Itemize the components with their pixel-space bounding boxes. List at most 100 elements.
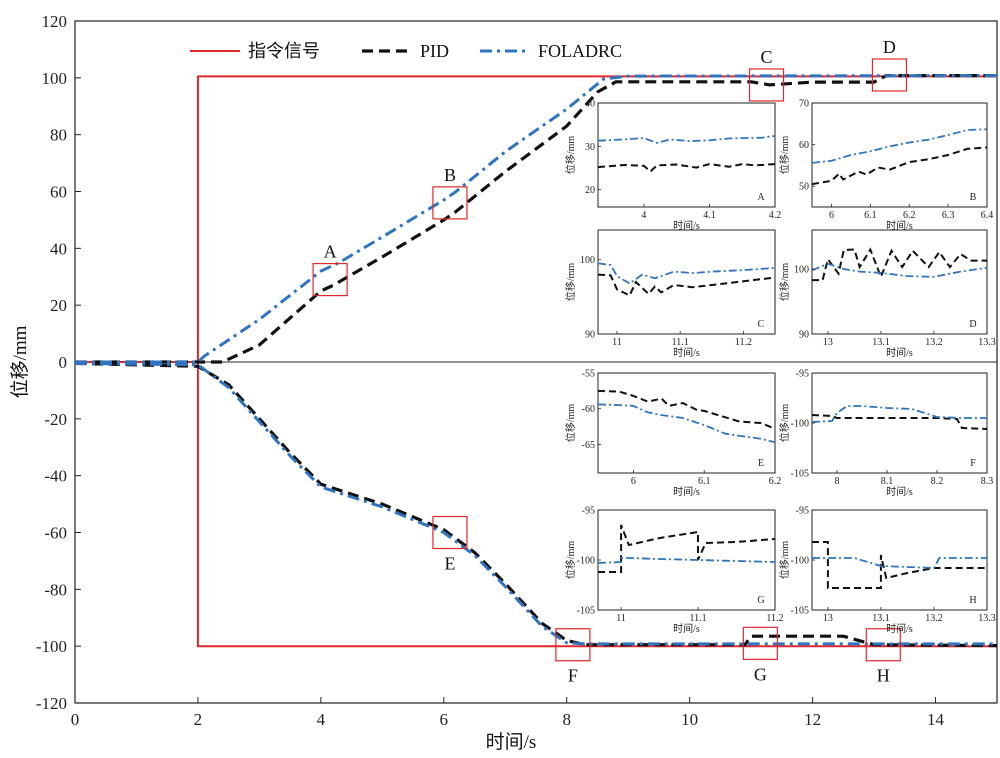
inset-x-axis-title: 时间/s (886, 622, 913, 635)
inset-x-axis-title: 时间/s (886, 346, 913, 359)
zoom-label-B: B (444, 165, 456, 185)
series-line-2-lower (74, 361, 998, 648)
inset-frame (811, 509, 988, 611)
inset-y-tick-label: -100 (577, 556, 595, 567)
inset-x-tick-label: 6.1 (864, 210, 877, 221)
inset-y-tick-label: 100 (580, 255, 595, 266)
inset-line-pid (598, 163, 775, 173)
inset-y-axis-title: 位移/mm (778, 263, 791, 302)
zoom-box-C (748, 68, 785, 102)
inset-y-tick-label: -105 (577, 606, 595, 617)
inset-x-axis-title: 时间/s (886, 219, 913, 232)
inset-frame (811, 229, 988, 335)
inset-y-tick-label: -95 (582, 506, 595, 517)
y-tick-label: 20 (50, 296, 67, 315)
inset-y-tick-label: 100 (794, 265, 809, 276)
inset-x-tick-label: 6.4 (981, 210, 994, 221)
x-tick-label: 6 (440, 710, 449, 729)
inset-line-fol (812, 262, 987, 278)
inset-y-tick-label: -95 (796, 369, 809, 380)
inset-line-pid (598, 524, 775, 573)
zoom-label-C: C (760, 47, 772, 67)
zoom-label-D: D (883, 37, 896, 57)
inset-line-pid (812, 146, 987, 186)
x-tick-label: 10 (681, 710, 698, 729)
inset-y-axis-title: 位移/mm (564, 404, 577, 443)
inset-y-tick-label: 70 (799, 99, 809, 110)
inset-y-axis-title: 位移/mm (778, 541, 791, 580)
inset-panels: 4 4.1 4.2 20 30 40 时间/s 位移/mm A 6 6.1 6.2 6.3 6.4 50 60… (564, 99, 996, 636)
x-tick-label: 4 (317, 710, 326, 729)
inset-x-axis-title: 时间/s (673, 346, 700, 359)
inset-y-tick-label: -65 (582, 440, 595, 451)
legend-label-3: FOLADRC (538, 41, 622, 61)
inset-y-tick-label: -105 (791, 469, 809, 480)
inset-tag-label: D (969, 319, 976, 330)
series-line-3-upper (75, 74, 998, 364)
inset-x-tick-label: 6.2 (769, 476, 782, 487)
inset-x-tick-label: 13.1 (872, 613, 890, 624)
zoom-label-A: A (324, 242, 337, 262)
inset-y-tick-label: -100 (791, 419, 809, 430)
inset-x-tick-label: 6 (829, 210, 834, 221)
zoom-label-G: G (754, 664, 767, 684)
inset-y-axis-title: 位移/mm (564, 541, 577, 580)
inset-x-tick-label: 13.3 (978, 613, 996, 624)
inset-line-fol (598, 135, 775, 144)
zoom-box-H (865, 628, 901, 662)
inset-line-pid (812, 414, 987, 430)
inset-x-tick-label: 13 (823, 337, 833, 348)
y-tick-label: -100 (36, 637, 67, 656)
zoom-label-F: F (568, 666, 578, 686)
inset-y-tick-label: 30 (585, 142, 595, 153)
inset-y-tick-label: 90 (585, 330, 595, 341)
y-axis-title: 位移/mm (9, 325, 31, 398)
inset-C: 11 11.1 11.2 90 100 时间/s 位移/mm C (564, 229, 776, 359)
zoom-box-G (742, 626, 778, 660)
inset-y-tick-label: 90 (799, 330, 809, 341)
inset-x-tick-label: 11.2 (735, 337, 752, 348)
inset-y-tick-label: -105 (791, 606, 809, 617)
inset-frame (597, 229, 776, 335)
zoom-box-E (432, 515, 468, 550)
inset-x-tick-label: 11.1 (689, 613, 706, 624)
inset-x-tick-label: 8 (835, 476, 840, 487)
inset-line-pid (812, 247, 987, 282)
inset-line-fol (812, 128, 987, 164)
inset-x-tick-label: 11 (612, 337, 622, 348)
inset-line-fol (812, 557, 987, 569)
inset-y-tick-label: -60 (582, 404, 595, 415)
inset-x-tick-label: 4.1 (703, 210, 716, 221)
inset-x-tick-label: 6.2 (903, 210, 916, 221)
inset-frame (597, 372, 776, 474)
x-tick-label: 0 (71, 710, 80, 729)
zoom-markers: A B C D E F G H (312, 37, 908, 686)
inset-x-axis-title: 时间/s (673, 219, 700, 232)
inset-line-fol (598, 557, 775, 564)
inset-line-fol (812, 405, 987, 423)
x-tick-label: 8 (562, 710, 571, 729)
series-line-2-upper (75, 73, 997, 364)
y-tick-label: 40 (50, 239, 67, 258)
zoom-box-D (871, 58, 908, 92)
legend-label-1: 指令信号 (248, 41, 320, 61)
y-tick-label: -20 (44, 410, 67, 429)
inset-y-tick-label: -95 (796, 506, 809, 517)
inset-x-tick-label: 8.1 (881, 476, 894, 487)
inset-x-tick-label: 13.2 (925, 337, 943, 348)
zoom-label-E: E (444, 554, 455, 574)
y-tick-label: -60 (44, 524, 67, 543)
inset-x-tick-label: 13 (823, 613, 833, 624)
y-tick-label: -120 (36, 694, 67, 713)
inset-x-tick-label: 11 (616, 613, 626, 624)
inset-D: 13 13.1 13.2 13.3 90 100 时间/s 位移/mm D (778, 229, 996, 359)
inset-A: 4 4.1 4.2 20 30 40 时间/s 位移/mm A (564, 99, 781, 233)
inset-y-tick-label: 40 (585, 99, 595, 110)
y-tick-label: 0 (59, 353, 68, 372)
inset-tag-label: A (757, 192, 765, 203)
inset-x-tick-label: 13.1 (872, 337, 890, 348)
legend-label-2: PID (420, 41, 449, 61)
inset-x-tick-label: 13.3 (978, 337, 996, 348)
inset-y-axis-title: 位移/mm (564, 263, 577, 302)
